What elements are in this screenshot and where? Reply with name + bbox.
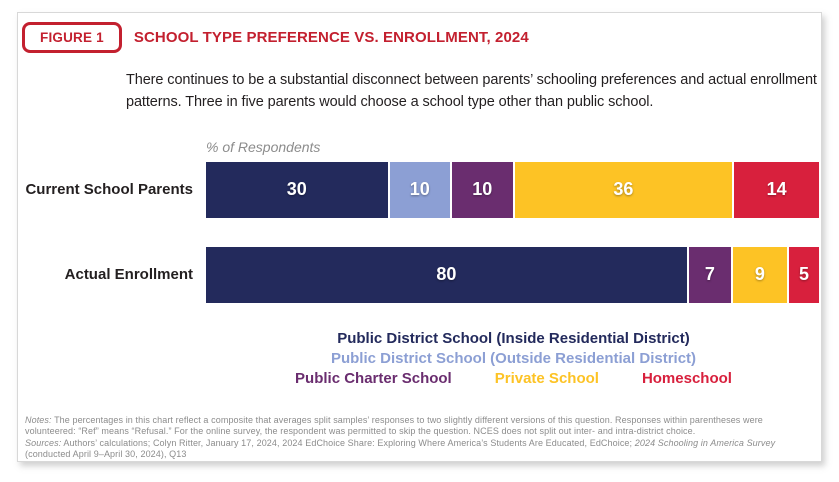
legend-item-red: Homeschool (641, 369, 732, 387)
bar-segment-yellow: 9 (732, 246, 787, 303)
figure-header: FIGURE 1 SCHOOL TYPE PREFERENCE VS. ENRO… (18, 22, 821, 53)
bar-chart: Current School Parents 30 10 10 36 14 Actual E… (18, 161, 821, 303)
bar-value-label: 7 (704, 264, 715, 284)
bar-segment-navy: 80 (206, 246, 687, 303)
sources-text-1: Authors’ calculations; Colyn Ritter, Jan… (61, 437, 635, 448)
figure-badge: FIGURE 1 (22, 22, 122, 53)
bar-value-label: 14 (766, 179, 787, 199)
bar-value-label: 5 (798, 264, 809, 284)
chart-row: Current School Parents 30 10 10 36 14 (18, 161, 819, 218)
legend-line: Public Charter School Private School Homes… (206, 369, 821, 389)
bar-segment-red: 5 (788, 246, 819, 303)
legend-line: Public District School (Outside Resident… (206, 349, 821, 369)
bar-value-label: 10 (409, 179, 430, 199)
bar-value-label: 30 (286, 179, 307, 199)
legend-item-yellow: Private School (494, 369, 599, 387)
sources-text-2: (conducted April 9–April 30, 2024), Q13 (25, 449, 187, 460)
row-label: Current School Parents (25, 180, 193, 198)
figure-title: SCHOOL TYPE PREFERENCE VS. ENROLLMENT, 2… (133, 29, 529, 46)
legend-line: Public District School (Inside Residenti… (206, 329, 821, 349)
bar-segment-yellow: 36 (514, 161, 733, 218)
bar-segment-light_blue: 10 (389, 161, 450, 218)
notes-line: Notes: The percentages in this chart ref… (25, 415, 814, 438)
bar-track: 30 10 10 36 14 (206, 161, 819, 218)
figure-card: FIGURE 1 SCHOOL TYPE PREFERENCE VS. ENRO… (17, 12, 822, 462)
notes-text: The percentages in this chart reflect a … (25, 414, 763, 437)
bar-value-label: 10 (472, 179, 493, 199)
bar-segment-purple: 7 (688, 246, 731, 303)
sources-line: Sources: Authors’ calculations; Colyn Ri… (25, 438, 814, 461)
legend-item-navy: Public District School (Inside Residenti… (337, 329, 690, 347)
legend-item-purple: Public Charter School (295, 369, 452, 387)
notes-label: Notes: (25, 414, 52, 425)
chart-row: Actual Enrollment 80 7 9 5 (18, 246, 819, 303)
bar-value-label: 9 (754, 264, 765, 284)
bar-segment-navy: 30 (206, 161, 388, 218)
bar-value-label: 80 (436, 264, 457, 284)
notes: Notes: The percentages in this chart ref… (18, 415, 821, 461)
bar-value-label: 36 (613, 179, 634, 199)
bar-track: 80 7 9 5 (206, 246, 819, 303)
figure-subtitle: There continues to be a substantial disc… (126, 72, 817, 110)
row-label: Actual Enrollment (64, 265, 193, 283)
sources-survey-title: 2024 Schooling in America Survey (634, 437, 776, 448)
bar-segment-purple: 10 (452, 161, 513, 218)
sources-label: Sources: (25, 437, 62, 448)
legend-item-light_blue: Public District School (Outside Resident… (330, 349, 697, 367)
legend: Public District School (Inside Residenti… (206, 329, 821, 389)
axis-label: % of Respondents (206, 138, 321, 155)
bar-segment-red: 14 (734, 161, 819, 218)
